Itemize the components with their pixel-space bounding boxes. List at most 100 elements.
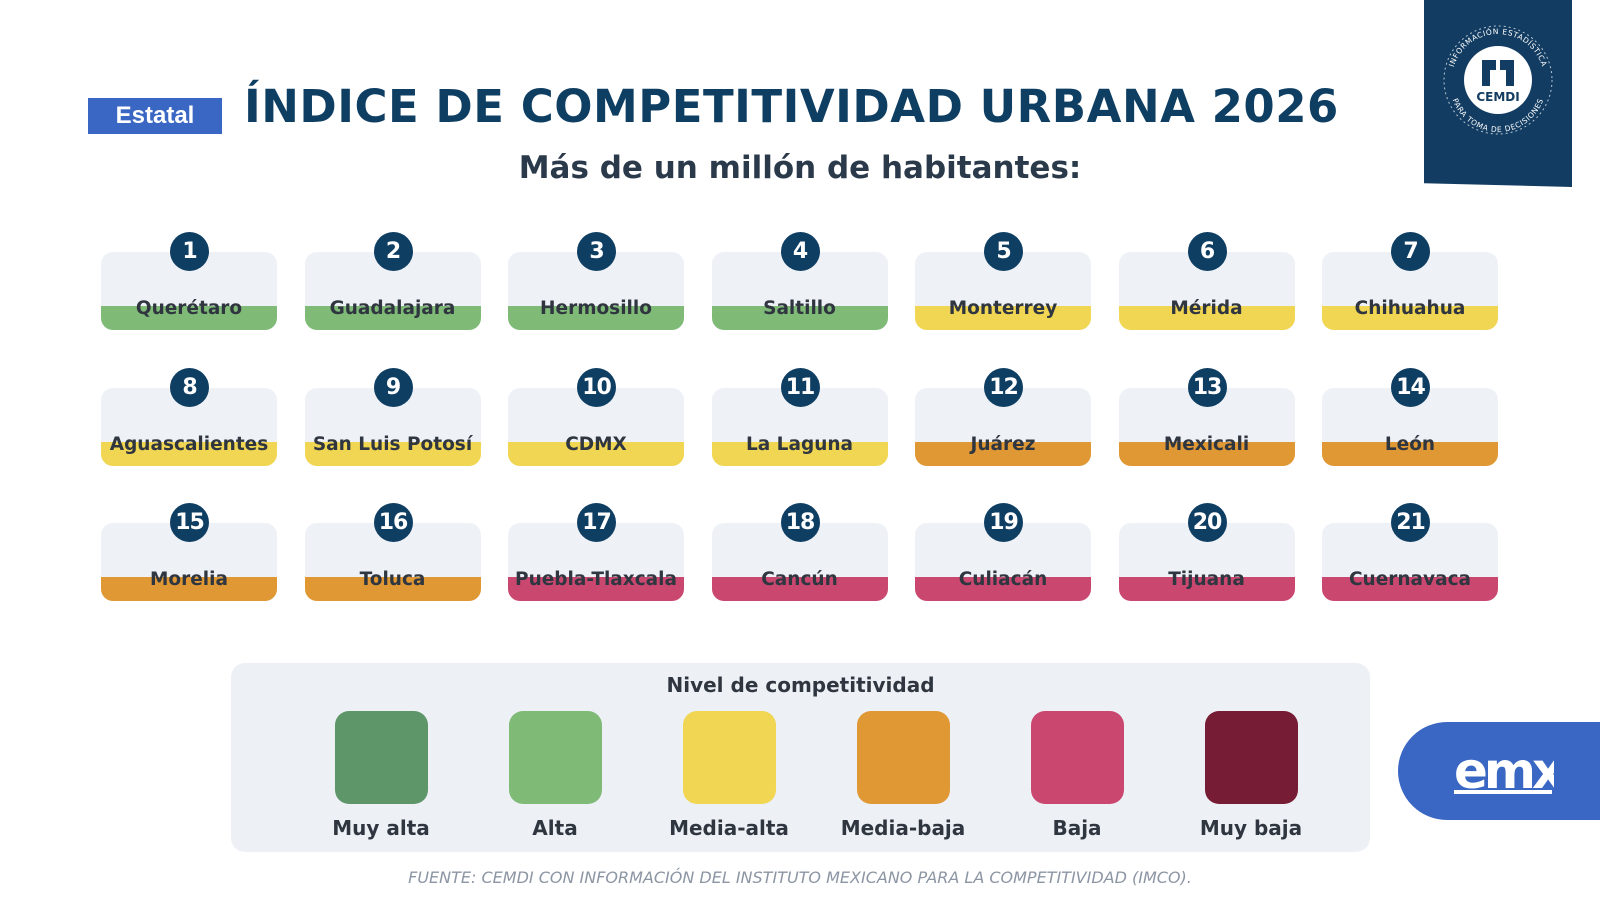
city-card: Monterrey 5 (915, 232, 1091, 330)
competitiveness-level-bar (304, 577, 481, 601)
city-name: Chihuahua (1354, 298, 1466, 319)
legend-swatch (683, 711, 776, 804)
competitiveness-level-bar (1118, 577, 1295, 601)
rank-badge: 2 (373, 232, 413, 271)
competitiveness-level-bar (101, 306, 277, 330)
city-name: CDMX (565, 433, 627, 455)
city-card: Guadalajara 2 (304, 232, 481, 330)
competitiveness-level-bar (1322, 306, 1498, 330)
rank-badge: 19 (984, 503, 1023, 542)
competitiveness-level-bar (101, 441, 277, 466)
competitiveness-level-bar (1322, 441, 1498, 466)
legend-label: Baja (1052, 816, 1102, 840)
emx-watermark: emx (1398, 722, 1600, 820)
city-card: Toluca 16 (304, 503, 481, 601)
city-name: Mexicali (1163, 433, 1250, 455)
competitiveness-level-bar (1322, 577, 1498, 601)
city-name: Tijuana (1168, 569, 1245, 590)
rank-badge: 21 (1391, 503, 1430, 542)
city-card: Morelia 15 (101, 503, 277, 601)
competitiveness-level-bar (915, 577, 1091, 601)
competitiveness-level-bar (711, 441, 888, 466)
city-name: Toluca (359, 569, 426, 590)
legend-item: Media-baja (823, 711, 983, 841)
competitiveness-level-bar (304, 306, 481, 330)
legend-swatch (335, 711, 428, 804)
city-card: Tijuana 20 (1118, 503, 1295, 601)
city-name: Morelia (150, 569, 228, 590)
city-card: San Luis Potosí 9 (304, 367, 481, 466)
cemdi-mark-icon (1482, 60, 1514, 86)
city-ranking-grid: Querétaro 1 Guadalajara 2 Hermosillo 3 Saltill… (101, 232, 1501, 622)
city-card: Chihuahua 7 (1322, 232, 1498, 330)
category-tag: Estatal (88, 98, 222, 134)
rank-badge: 13 (1187, 367, 1227, 407)
competitiveness-level-bar (508, 441, 684, 466)
legend-title: Nivel de competitividad (666, 673, 935, 697)
city-card: Aguascalientes 8 (101, 367, 277, 466)
legend-item: Alta (475, 711, 635, 841)
city-card: León 14 (1322, 367, 1498, 466)
city-card-background: Querétaro (101, 252, 277, 330)
city-name: Cuernavaca (1348, 569, 1472, 590)
emx-logo: emx (1454, 744, 1554, 798)
rank-badge: 3 (577, 232, 616, 271)
legend-swatch (1031, 711, 1124, 804)
rank-badge: 12 (984, 367, 1023, 407)
competitiveness-level-bar (1118, 306, 1295, 330)
source-note: FUENTE: CEMDI CON INFORMACIÓN DEL INSTIT… (408, 868, 1192, 887)
emx-logo-text: emx (1454, 744, 1554, 798)
legend-label: Muy baja (1199, 816, 1303, 840)
competitiveness-level-bar (915, 306, 1091, 330)
rank-badge: 9 (373, 367, 413, 407)
city-name: Aguascalientes (109, 433, 269, 455)
city-card-background: CDMX (508, 387, 684, 466)
city-card-background: Mérida (1118, 252, 1295, 330)
rank-badge: 4 (780, 232, 820, 271)
competitiveness-level-bar (101, 577, 277, 601)
city-name: Juárez (970, 433, 1036, 455)
legend-item: Baja (997, 711, 1157, 841)
rank-badge: 16 (373, 503, 413, 542)
city-card-background: Morelia (101, 523, 277, 601)
city-name: San Luis Potosí (312, 433, 473, 455)
city-name: Cancún (761, 569, 838, 590)
cemdi-logo: INFORMACIÓN ESTADÍSTICA PARA TOMA DE DEC… (1443, 25, 1553, 135)
city-card: Puebla-Tlaxcala 17 (508, 503, 684, 601)
city-card: Culiacán 19 (915, 503, 1091, 601)
city-name: Saltillo (763, 298, 836, 319)
logo-name: CEMDI (1476, 90, 1519, 104)
competitiveness-level-bar (915, 441, 1091, 466)
city-card: Cuernavaca 21 (1322, 503, 1498, 601)
legend-swatch (509, 711, 602, 804)
page-subtitle: Más de un millón de habitantes: (518, 150, 1082, 186)
rank-badge: 6 (1187, 232, 1227, 271)
legend-panel: Nivel de competitividad Muy alta Alta Medi… (231, 663, 1370, 852)
competitiveness-level-bar (508, 306, 684, 330)
city-card-background: La Laguna (711, 387, 888, 466)
rank-badge: 1 (170, 232, 209, 271)
legend-label: Muy alta (332, 816, 430, 840)
city-card-background: San Luis Potosí (304, 387, 481, 466)
rank-badge: 10 (577, 367, 616, 407)
rank-badge: 8 (170, 367, 209, 407)
city-card-background: Mexicali (1118, 387, 1295, 466)
rank-badge: 11 (780, 367, 820, 407)
city-card: Mexicali 13 (1118, 367, 1295, 466)
city-name: Guadalajara (329, 298, 456, 319)
legend-label: Media-baja (840, 816, 966, 840)
city-name: Querétaro (135, 298, 243, 319)
legend-item: Muy alta (301, 711, 461, 841)
legend-item: Muy baja (1171, 711, 1331, 841)
cemdi-logo-ribbon: INFORMACIÓN ESTADÍSTICA PARA TOMA DE DEC… (1424, 0, 1572, 187)
page-title: ÍNDICE DE COMPETITIVIDAD URBANA 2026 (244, 80, 1339, 133)
city-name: Monterrey (948, 298, 1058, 319)
legend-swatch (857, 711, 950, 804)
city-card: Querétaro 1 (101, 232, 277, 330)
legend-item: Media-alta (649, 711, 809, 841)
city-name: Puebla-Tlaxcala (515, 569, 677, 590)
competitiveness-level-bar (508, 577, 684, 601)
city-card: Juárez 12 (915, 367, 1091, 466)
city-card-background: Hermosillo (508, 252, 684, 330)
city-card: Cancún 18 (711, 503, 888, 601)
